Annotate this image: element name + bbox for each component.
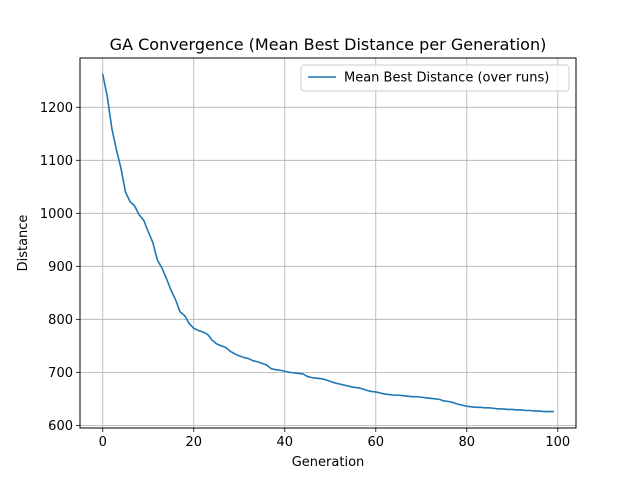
grid-lines — [80, 58, 576, 428]
y-tick-label: 800 — [48, 313, 73, 328]
y-tick-label: 900 — [48, 260, 73, 275]
x-tick-label: 100 — [545, 435, 570, 450]
legend-box — [300, 64, 570, 92]
x-tick-label: 40 — [276, 435, 293, 450]
x-tick-label: 0 — [99, 435, 107, 450]
series-line-0 — [101, 73, 555, 413]
plot-frame — [79, 57, 577, 429]
x-tick-label: 80 — [459, 435, 476, 450]
axis-ticks: 0 20 40 60 80 100 600 700 800 900 1000 1100 1200 — [40, 101, 570, 450]
plot-area — [80, 58, 576, 428]
x-tick-label: 20 — [185, 435, 202, 450]
y-axis-label: Distance — [16, 215, 31, 272]
x-tick-label: 60 — [368, 435, 385, 450]
legend-label: Mean Best Distance (over runs) — [344, 71, 549, 86]
y-tick-label: 1200 — [40, 101, 73, 116]
y-tick-label: 700 — [48, 366, 73, 381]
y-tick-label: 600 — [48, 419, 73, 434]
series-layer — [101, 73, 555, 413]
legend: Mean Best Distance (over runs) — [300, 64, 570, 92]
y-tick-label: 1100 — [40, 154, 73, 169]
y-tick-label: 1000 — [40, 207, 73, 222]
x-axis-label: Generation — [292, 455, 365, 470]
chart-title: GA Convergence (Mean Best Distance per G… — [110, 35, 547, 54]
